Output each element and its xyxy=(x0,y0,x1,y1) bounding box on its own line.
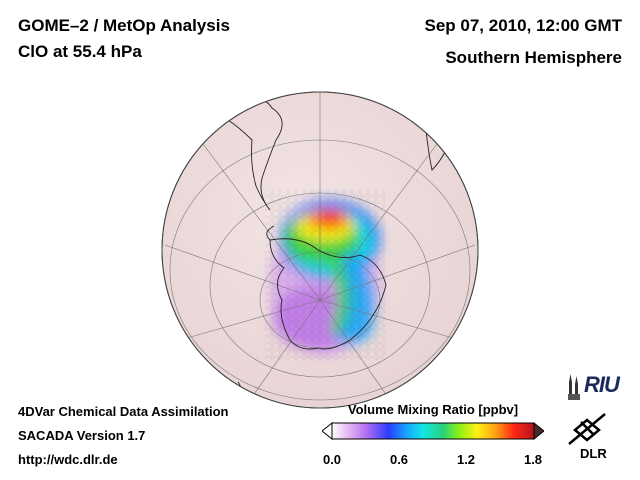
coast-south-america xyxy=(227,95,283,211)
coast-antarctica xyxy=(269,238,387,350)
website-link[interactable]: http://wdc.dlr.de xyxy=(18,452,118,467)
product-title: GOME–2 / MetOp Analysis xyxy=(18,16,230,35)
riu-cathedral-icon xyxy=(568,374,580,400)
dlr-logo-icon xyxy=(568,413,606,445)
colorbar-ramp xyxy=(331,422,535,440)
colorbar-tick: 1.8 xyxy=(523,452,543,467)
field-grid-texture xyxy=(265,190,385,360)
dlr-logo: DLR xyxy=(580,446,607,461)
colorbar xyxy=(322,422,544,440)
colorbar-tick: 0.0 xyxy=(322,452,342,467)
region-label: Southern Hemisphere xyxy=(445,48,622,67)
riu-logo: RIU xyxy=(584,372,620,397)
datetime-label: Sep 07, 2010, 12:00 GMT xyxy=(424,16,623,35)
graticule xyxy=(164,92,476,401)
version-label: SACADA Version 1.7 xyxy=(18,428,146,443)
globe-rim xyxy=(161,91,479,409)
method-label: 4DVar Chemical Data Assimilation xyxy=(18,404,229,419)
coast-antarctic-peninsula xyxy=(266,225,275,241)
species-level-label: ClO at 55.4 hPa xyxy=(18,42,142,61)
colorbar-left-arrow xyxy=(322,422,333,440)
colorbar-tick: 0.6 xyxy=(389,452,409,467)
colorbar-tick: 1.2 xyxy=(456,452,476,467)
colorbar-right-arrow xyxy=(533,422,544,440)
colorbar-title: Volume Mixing Ratio [ppbv] xyxy=(347,402,519,417)
